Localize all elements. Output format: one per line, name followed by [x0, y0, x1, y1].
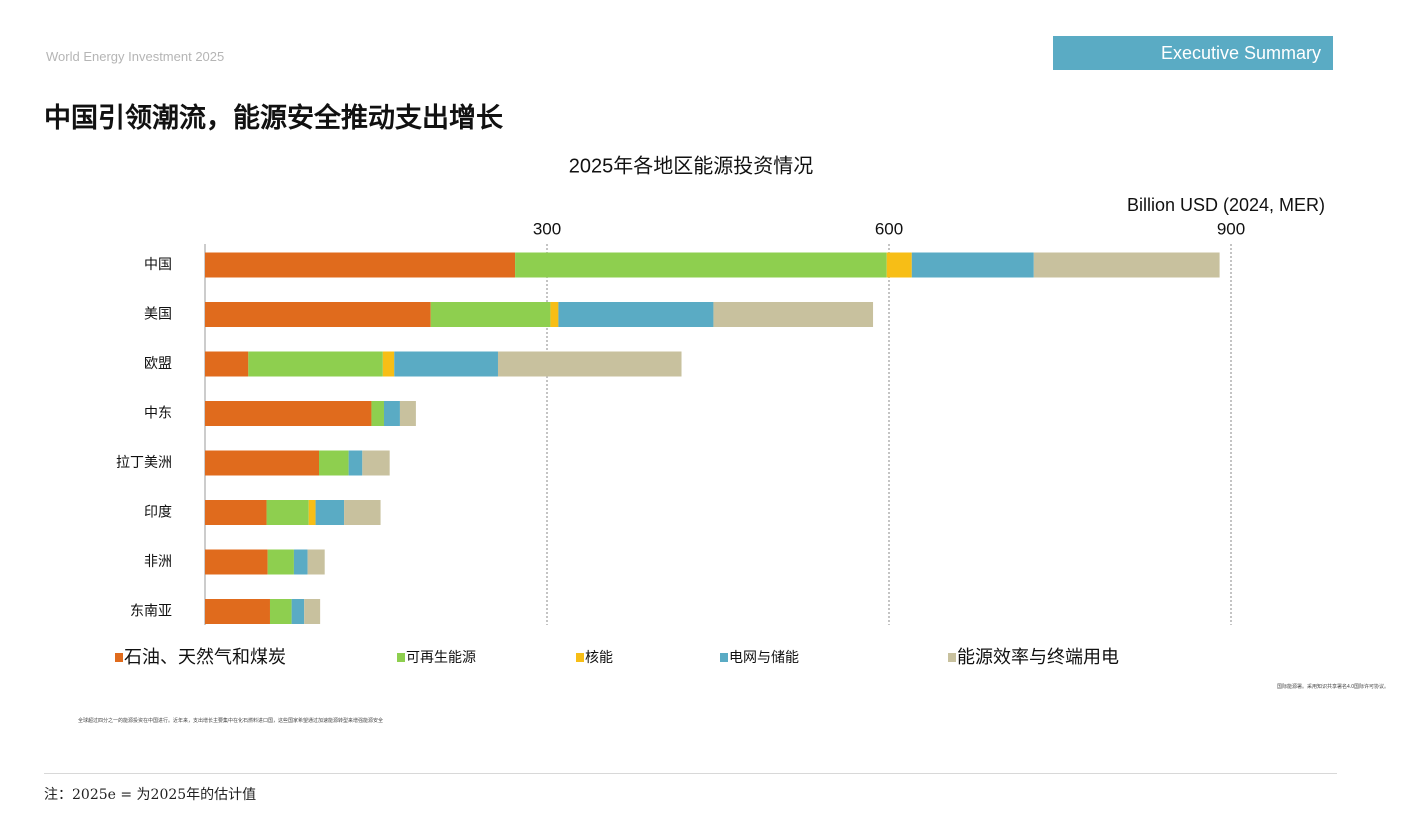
legend-swatch [397, 653, 405, 662]
bar-segment [1033, 252, 1220, 278]
bar-segment [319, 450, 349, 476]
bar-segment [307, 549, 325, 575]
bar-segment [497, 351, 682, 377]
bar-segment [205, 351, 249, 377]
report-name: World Energy Investment 2025 [46, 49, 225, 64]
bar-segment [205, 599, 270, 624]
bar-segment [266, 500, 309, 525]
bar-segment [399, 401, 416, 426]
legend-swatch [948, 653, 956, 662]
legend-label: 电网与储能 [729, 650, 799, 666]
bar-segment [315, 500, 345, 525]
bar-segment [713, 302, 874, 327]
bar-segment [291, 599, 305, 624]
bar-segment [348, 450, 363, 476]
bar-segment [371, 401, 384, 426]
legend-swatch [720, 653, 728, 662]
bar-segment [205, 549, 268, 575]
bar-segment [558, 302, 714, 327]
y-tick-label: 非洲 [144, 554, 172, 570]
headline: 中国引领潮流，能源安全推动支出增长 [44, 103, 503, 134]
x-tick-label: 900 [1217, 219, 1245, 238]
bar-segment [383, 401, 400, 426]
license-note: 国际能源署。采用知识共享署名4.0国际许可协议。 [1277, 684, 1389, 690]
y-tick-label: 美国 [144, 307, 172, 323]
bar-segment [308, 500, 316, 525]
legend-label: 石油、天然气和煤炭 [124, 647, 286, 668]
legend-label: 核能 [585, 650, 613, 666]
footnote: 注：2025e = 为2025年的估计值 [44, 787, 257, 803]
x-tick-label: 300 [533, 219, 561, 238]
bar-segment [205, 401, 372, 426]
bar-segment [430, 302, 551, 327]
bar-segment [911, 252, 1034, 278]
bar-segment [269, 599, 292, 624]
bar-segment [248, 351, 383, 377]
unit-label: Billion USD (2024, MER) [1127, 195, 1325, 215]
legend-swatch [115, 653, 123, 662]
bar-segment [886, 252, 912, 278]
bar-segment [293, 549, 308, 575]
legend-label: 能源效率与终端用电 [957, 647, 1119, 668]
bar-segment [205, 500, 267, 525]
y-tick-label: 中国 [144, 257, 172, 273]
bar-segment [344, 500, 381, 525]
bar-segment [205, 302, 431, 327]
bar-segment [205, 252, 516, 278]
bar-segment [515, 252, 887, 278]
bar-segment [267, 549, 294, 575]
y-tick-label: 中东 [144, 406, 172, 422]
x-tick-label: 600 [875, 219, 903, 238]
legend-swatch [576, 653, 584, 662]
bar-segment [550, 302, 559, 327]
legend-label: 可再生能源 [406, 650, 476, 666]
chart-title: 2025年各地区能源投资情况 [569, 154, 814, 177]
divider [44, 773, 1337, 774]
y-tick-label: 拉丁美洲 [116, 455, 172, 471]
bar-segment [382, 351, 395, 377]
bar-segment [362, 450, 390, 476]
caption-note: 全球超过四分之一的能源投资在中国进行。近年来，支出增长主要集中在化石燃料进口国，… [78, 718, 384, 724]
y-tick-label: 印度 [144, 505, 172, 521]
y-tick-label: 东南亚 [130, 604, 172, 620]
bar-segment [304, 599, 321, 624]
bar-segment [205, 450, 319, 476]
bar-segment [394, 351, 498, 377]
y-tick-label: 欧盟 [144, 356, 172, 372]
chart: 2025年各地区能源投资情况 Billion USD (2024, MER) 3… [115, 154, 1325, 668]
section-tab: Executive Summary [1053, 36, 1333, 70]
